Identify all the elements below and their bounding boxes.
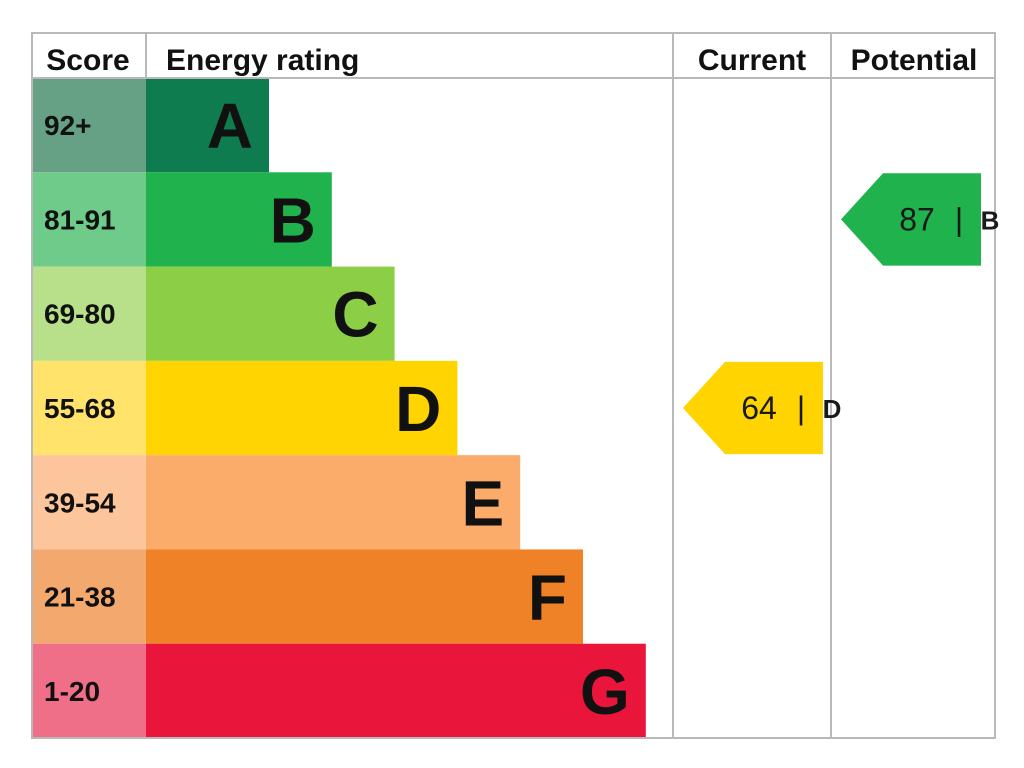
band-letter-f: F [528,562,567,634]
grid-lines [31,32,996,739]
score-label-d: 55-68 [44,393,116,424]
score-label-c: 69-80 [44,299,116,330]
score-label-a: 92+ [44,110,92,141]
bands-layer: 92+ A 81-91 B 69-80 C 55-68 D 39-54 E 21-38 F 1-20 G [32,78,646,738]
band-letter-g: G [580,656,630,728]
potential-arrow-shape [841,173,981,266]
current-separator: | [797,390,805,426]
chart-border [31,32,996,739]
score-label-b: 81-91 [44,204,116,235]
potential-header: Potential [851,44,978,77]
band-letter-c: C [332,279,378,351]
band-letter-e: E [462,467,505,539]
current-value: 64 [741,390,777,426]
potential-separator: | [955,201,963,237]
potential-indicator: 87 | B [841,173,1000,266]
band-bar-c [146,266,395,361]
score-label-g: 1-20 [44,676,100,707]
band-bar-b [146,172,332,267]
score-cell-e [32,455,146,550]
current-header: Current [698,44,806,77]
current-indicator: 64 | D [683,361,842,455]
current-band-letter: D [823,394,842,424]
current-arrow-shape [683,361,823,455]
score-label-e: 39-54 [44,487,116,518]
band-letter-b: B [270,184,316,256]
band-letter-a: A [207,90,253,162]
indicators: 64 | D 87 | B [683,173,1000,455]
score-cell-g [32,643,146,738]
score-cell-b [32,172,146,267]
band-bar-a [146,78,269,173]
score-cell-c [32,266,146,361]
score-label-f: 21-38 [44,582,116,613]
potential-value: 87 [899,201,935,237]
energy-rating-header: Energy rating [166,44,359,77]
header-row: Score Energy rating Current Potential [46,44,977,77]
score-cell-d [32,360,146,456]
band-bar-d [146,360,458,456]
band-bar-e [146,455,521,550]
score-cell-f [32,549,146,644]
band-bar-g [146,643,646,738]
score-header: Score [46,44,129,77]
band-letter-d: D [395,373,441,445]
score-cell-a [32,78,146,173]
band-bar-f [146,549,583,644]
potential-band-letter: B [981,205,1000,235]
